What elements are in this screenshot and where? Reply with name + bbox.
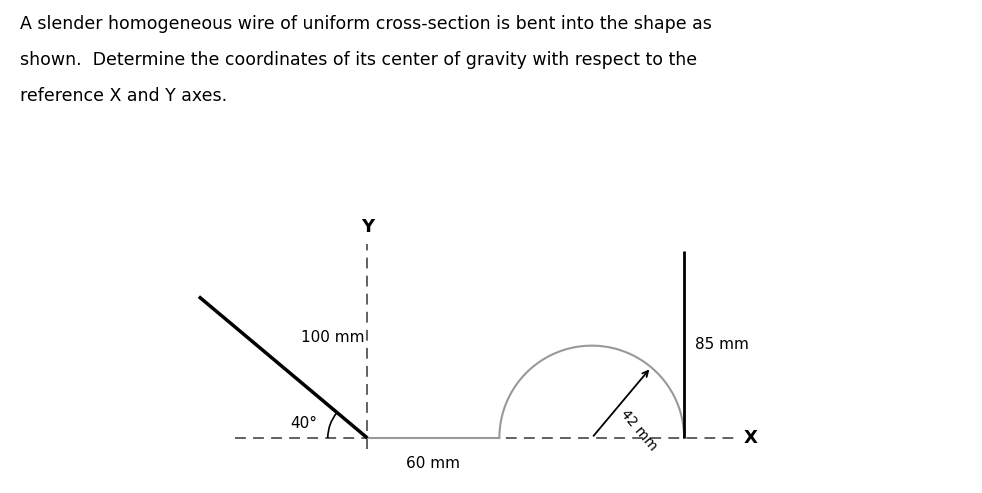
Text: X: X (743, 429, 757, 447)
Text: A slender homogeneous wire of uniform cross-section is bent into the shape as: A slender homogeneous wire of uniform cr… (20, 15, 712, 33)
Text: shown.  Determine the coordinates of its center of gravity with respect to the: shown. Determine the coordinates of its … (20, 51, 697, 69)
Text: Y: Y (360, 217, 374, 236)
Text: 100 mm: 100 mm (300, 330, 364, 345)
Text: 85 mm: 85 mm (695, 337, 749, 352)
Text: 60 mm: 60 mm (407, 456, 461, 471)
Text: 42 mm: 42 mm (618, 407, 660, 454)
Text: 40°: 40° (290, 417, 317, 431)
Text: reference X and Y axes.: reference X and Y axes. (20, 87, 227, 105)
